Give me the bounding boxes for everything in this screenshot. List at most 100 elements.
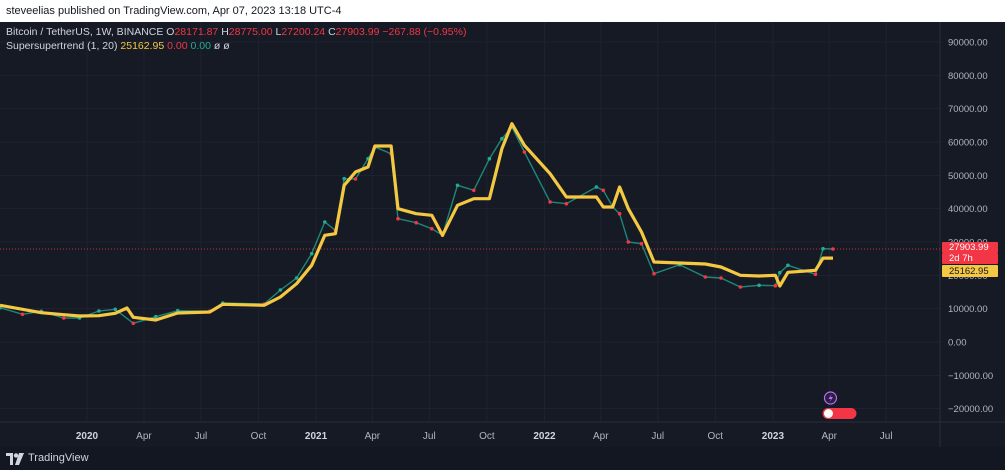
x-tick-label: Oct — [479, 431, 495, 442]
price-point — [430, 226, 434, 231]
price-point — [455, 183, 460, 188]
y-tick-label: 50000.00 — [948, 171, 988, 182]
countdown-badge: 2d 7h — [949, 253, 973, 264]
y-tick-label: −20000.00 — [948, 404, 993, 415]
supertrend-badge-bg — [942, 264, 998, 277]
y-tick-label: 80000.00 — [948, 71, 988, 82]
x-tick-label: 2022 — [533, 431, 556, 442]
price-point — [294, 276, 299, 280]
price-point — [414, 220, 419, 225]
y-tick-label: 0.00 — [948, 338, 967, 349]
price-point — [639, 241, 644, 246]
price-point — [309, 251, 314, 256]
price-point — [500, 136, 504, 141]
indicator-legend-row: Supersupertrend (1, 20) 25162.95 0.00 0.… — [6, 39, 466, 53]
price-series-line — [0, 125, 834, 325]
chart-legend: Bitcoin / TetherUS, 1W, BINANCE O28171.8… — [6, 25, 466, 53]
x-tick-label: Apr — [593, 431, 609, 442]
x-tick-label: 2023 — [762, 431, 785, 442]
price-point — [20, 312, 25, 317]
price-point — [131, 321, 136, 326]
price-point — [594, 185, 599, 189]
price-point — [773, 283, 778, 288]
x-tick-label: Oct — [708, 431, 724, 442]
x-tick-label: Apr — [365, 431, 381, 442]
supertrend-line — [0, 122, 833, 322]
footer-brand: TradingView — [28, 452, 89, 464]
change-value: −267.88 (−0.95%) — [382, 26, 467, 38]
last-price-badge-bg — [942, 241, 998, 253]
close-label: C — [328, 26, 336, 38]
price-point — [757, 283, 761, 288]
open-value: 28171.87 — [174, 26, 219, 38]
indicator-value-3: 0.00 — [190, 40, 211, 52]
publish-text: steveelias published on TradingView.com,… — [6, 5, 342, 17]
price-point — [472, 188, 476, 193]
price-point — [813, 272, 818, 277]
y-tick-label: 70000.00 — [948, 104, 988, 115]
price-point — [626, 240, 631, 244]
x-tick-label: Jul — [423, 431, 436, 442]
lightning-bolt-icon — [828, 394, 833, 403]
price-point — [652, 271, 656, 276]
indicator-name[interactable]: Supersupertrend (1, 20) — [6, 40, 118, 52]
x-tick-label: Jul — [194, 431, 207, 442]
x-tick-label: Apr — [136, 431, 152, 442]
y-tick-label: 10000.00 — [948, 304, 988, 315]
open-label: O — [166, 26, 175, 38]
x-tick-label: Jul — [651, 431, 664, 442]
tradingview-logo[interactable]: TradingView — [6, 447, 89, 470]
price-point — [487, 156, 492, 161]
countdown-badge-bg — [942, 252, 998, 264]
price-point — [601, 188, 606, 193]
y-tick-label: −10000.00 — [948, 371, 993, 382]
x-tick-label: Apr — [821, 431, 837, 442]
symbol-name[interactable]: Bitcoin / TetherUS, 1W, BINANCE — [6, 26, 164, 38]
price-point — [396, 216, 400, 221]
tradingview-logo-icon — [6, 452, 24, 465]
price-point — [831, 247, 835, 251]
last-price-badge: 27903.99 — [949, 242, 989, 253]
high-label: H — [221, 26, 229, 38]
y-tick-label: 60000.00 — [948, 138, 988, 149]
price-point — [62, 316, 66, 320]
publish-bar: steveelias published on TradingView.com,… — [0, 0, 1005, 22]
price-point — [548, 200, 552, 204]
price-point — [821, 246, 825, 251]
x-tick-label: 2021 — [305, 431, 328, 442]
price-point — [617, 211, 622, 216]
chart-area[interactable]: 90000.00 80000.00 70000.00 60000.00 50000.00… — [0, 22, 1005, 447]
price-point — [154, 314, 158, 319]
x-tick-label: 2020 — [76, 431, 99, 442]
footer-bar: TradingView — [0, 447, 1005, 470]
supertrend-badge: 25162.95 — [949, 266, 989, 277]
price-point — [522, 150, 527, 154]
y-tick-label: 90000.00 — [948, 38, 988, 49]
price-point — [703, 275, 708, 279]
price-point — [786, 263, 790, 268]
price-point — [738, 285, 743, 289]
indicator-value-5: ø — [223, 40, 230, 52]
indicator-value-1: 25162.95 — [120, 40, 165, 52]
symbol-legend-row: Bitcoin / TetherUS, 1W, BINANCE O28171.8… — [6, 25, 466, 39]
x-tick-label: Oct — [251, 431, 267, 442]
price-chart[interactable]: 90000.00 80000.00 70000.00 60000.00 50000.00… — [0, 22, 1005, 447]
indicator-value-4: ø — [213, 40, 221, 52]
x-tick-label: Jul — [880, 431, 893, 442]
high-value: 28775.00 — [228, 26, 273, 38]
price-point — [719, 276, 723, 280]
price-point — [564, 201, 569, 206]
low-label: L — [275, 26, 282, 38]
price-point — [353, 177, 358, 181]
price-point — [113, 307, 117, 312]
price-point — [778, 270, 782, 275]
close-value: 27903.99 — [335, 26, 380, 38]
us-flag-icon — [823, 409, 833, 418]
price-point — [323, 220, 327, 224]
price-point — [97, 309, 101, 313]
price-point — [342, 176, 347, 181]
y-tick-label: 40000.00 — [948, 204, 988, 215]
low-value: 27200.24 — [281, 26, 326, 38]
price-point — [278, 288, 283, 292]
indicator-value-2: 0.00 — [167, 40, 188, 52]
